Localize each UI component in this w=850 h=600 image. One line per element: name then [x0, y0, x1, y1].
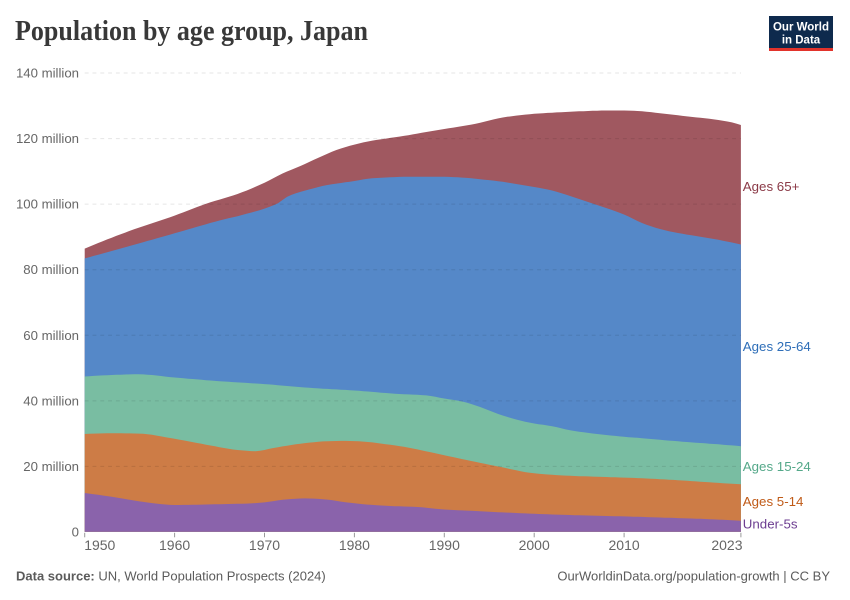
svg-text:1980: 1980 — [339, 537, 370, 553]
svg-text:Population by age group, Japan: Population by age group, Japan — [15, 15, 368, 47]
svg-text:2010: 2010 — [609, 537, 640, 553]
svg-text:Under-5s: Under-5s — [743, 517, 798, 532]
svg-text:1990: 1990 — [429, 537, 460, 553]
svg-text:100 million: 100 million — [16, 197, 79, 212]
svg-text:2000: 2000 — [519, 537, 550, 553]
svg-text:0: 0 — [72, 525, 79, 540]
svg-text:20 million: 20 million — [23, 459, 79, 474]
svg-text:Ages 15-24: Ages 15-24 — [743, 459, 811, 474]
svg-text:1960: 1960 — [159, 537, 190, 553]
svg-text:Ages 5-14: Ages 5-14 — [743, 494, 804, 509]
svg-text:Ages 65+: Ages 65+ — [743, 179, 800, 194]
svg-text:OurWorldinData.org/population-: OurWorldinData.org/population-growth | C… — [557, 569, 830, 584]
svg-text:in Data: in Data — [782, 35, 821, 47]
svg-text:80 million: 80 million — [23, 262, 79, 277]
svg-text:40 million: 40 million — [23, 393, 79, 408]
svg-text:120 million: 120 million — [16, 131, 79, 146]
svg-text:60 million: 60 million — [23, 328, 79, 343]
svg-text:140 million: 140 million — [16, 66, 79, 81]
svg-text:2023: 2023 — [711, 537, 742, 553]
svg-text:Our World: Our World — [773, 22, 829, 34]
svg-text:1950: 1950 — [84, 537, 115, 553]
svg-text:Data source: UN, World Populat: Data source: UN, World Population Prospe… — [16, 569, 326, 584]
svg-text:1970: 1970 — [249, 537, 280, 553]
svg-text:Ages 25-64: Ages 25-64 — [743, 339, 811, 354]
